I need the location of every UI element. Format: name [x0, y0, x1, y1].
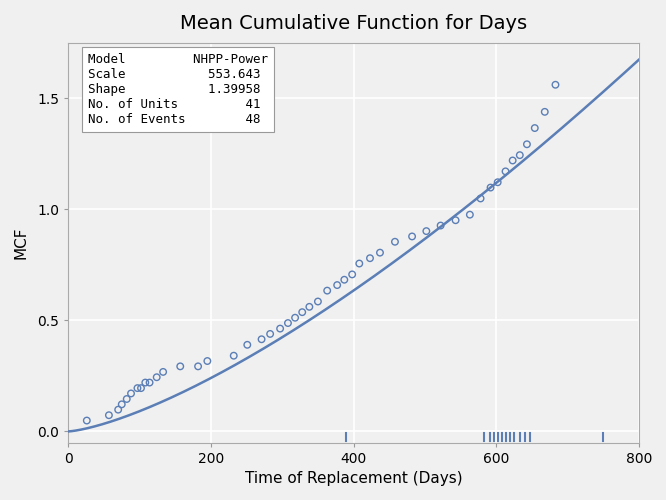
X-axis label: Time of Replacement (Days): Time of Replacement (Days): [245, 471, 462, 486]
Point: [228, 352, 239, 360]
Point: [297, 308, 308, 316]
Point: [117, 400, 127, 408]
Point: [375, 248, 386, 256]
Point: [304, 303, 315, 311]
Point: [136, 384, 147, 392]
Point: [365, 254, 376, 262]
Point: [242, 341, 252, 349]
Point: [514, 151, 525, 159]
Point: [500, 168, 511, 175]
Point: [464, 210, 475, 218]
Point: [265, 330, 276, 338]
Point: [436, 222, 446, 230]
Point: [140, 378, 151, 386]
Point: [421, 227, 432, 235]
Point: [275, 324, 286, 332]
Point: [121, 395, 132, 403]
Point: [113, 406, 123, 413]
Point: [126, 390, 137, 398]
Point: [158, 368, 168, 376]
Point: [486, 184, 496, 192]
Point: [354, 260, 364, 268]
Point: [192, 362, 203, 370]
Point: [175, 362, 186, 370]
Point: [390, 238, 400, 246]
Y-axis label: MCF: MCF: [14, 226, 29, 259]
Point: [282, 319, 293, 327]
Point: [145, 378, 155, 386]
Point: [332, 281, 342, 289]
Point: [450, 216, 461, 224]
Point: [521, 140, 532, 148]
Point: [132, 384, 143, 392]
Point: [539, 108, 550, 116]
Point: [322, 286, 332, 294]
Point: [81, 416, 92, 424]
Point: [407, 232, 418, 240]
Point: [290, 314, 300, 322]
Point: [550, 81, 561, 89]
Point: [339, 276, 350, 283]
Point: [347, 270, 358, 278]
Point: [312, 298, 323, 306]
Point: [256, 336, 267, 344]
Point: [492, 178, 503, 186]
Point: [104, 411, 115, 419]
Point: [529, 124, 540, 132]
Title: Mean Cumulative Function for Days: Mean Cumulative Function for Days: [180, 14, 527, 33]
Point: [507, 156, 518, 164]
Point: [476, 194, 486, 202]
Point: [202, 357, 212, 365]
Point: [151, 373, 162, 381]
Text: Model         NHPP-Power
Scale           553.643
Shape           1.39958
No. of : Model NHPP-Power Scale 553.643 Shape 1.3…: [88, 53, 268, 126]
